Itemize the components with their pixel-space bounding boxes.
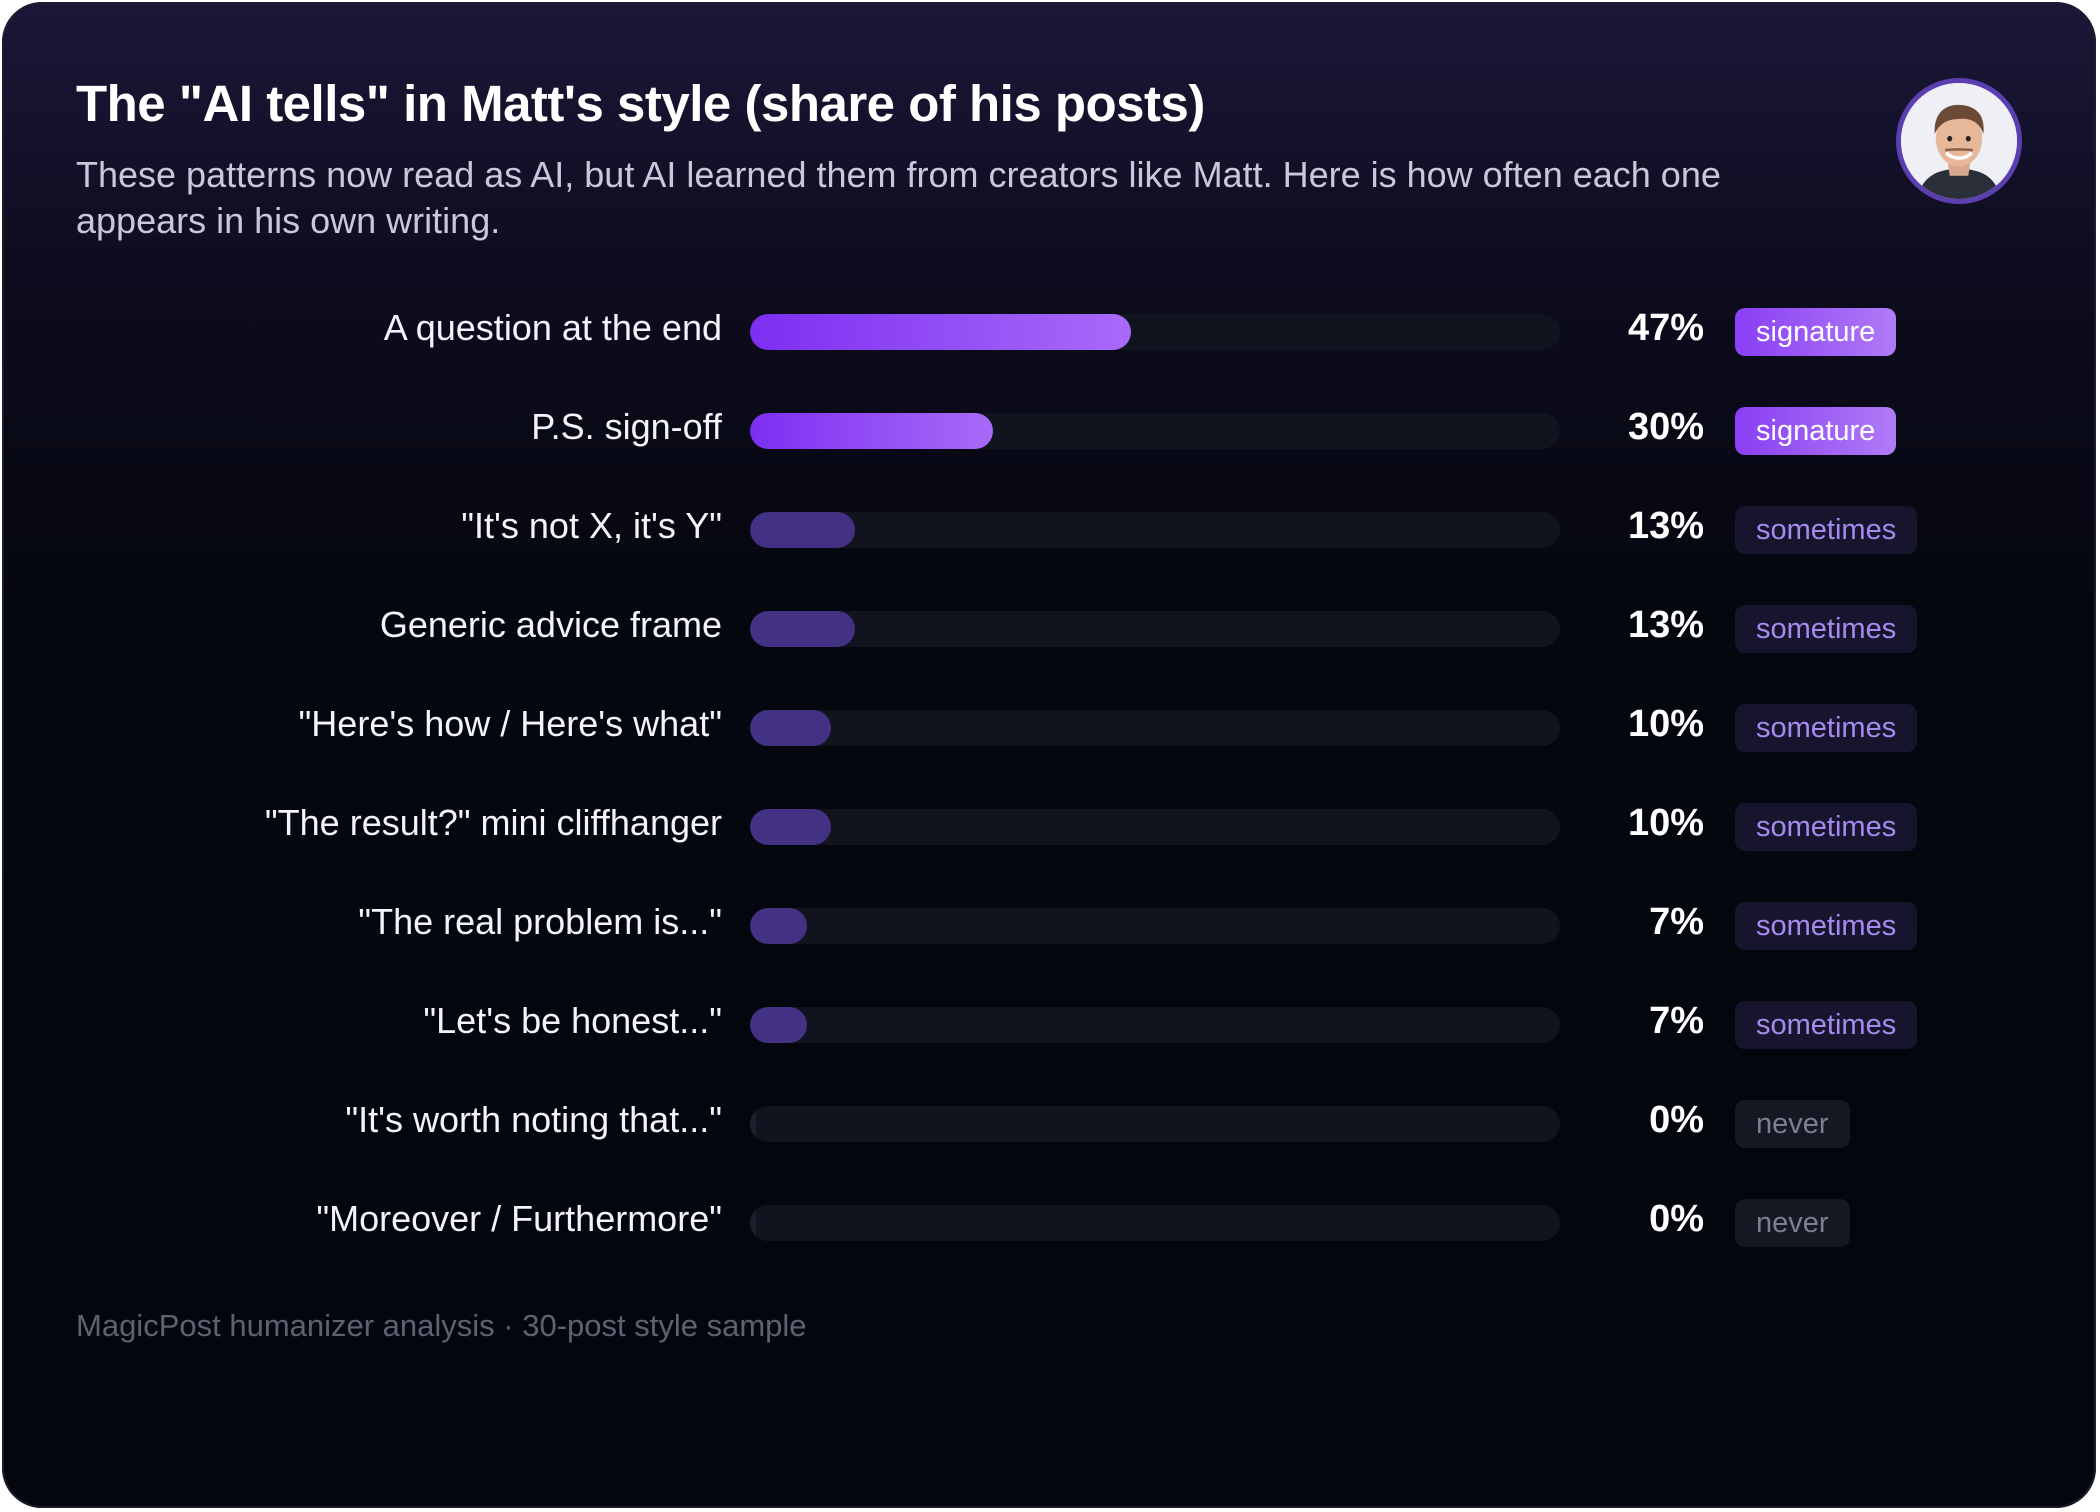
bar-fill <box>750 413 993 449</box>
bar-track <box>750 908 1560 944</box>
bar-row: "Here's how / Here's what" 10% sometimes <box>2 687 2096 761</box>
bar-track <box>750 413 1560 449</box>
bar-row: Generic advice frame 13% sometimes <box>2 588 2096 662</box>
bar-value-label: 0% <box>1649 1099 1704 1141</box>
bar-fill <box>750 908 807 944</box>
bar-track <box>750 1106 1560 1142</box>
bar-value-label: 13% <box>1627 604 1704 646</box>
chart-title: The "AI tells" in Matt's style (share of… <box>76 75 1205 132</box>
frequency-badge: never <box>1735 1199 1850 1247</box>
frequency-badge: sometimes <box>1735 1001 1918 1049</box>
bar-fill <box>750 611 856 647</box>
bar-category-label: "Let's be honest..." <box>423 1000 722 1041</box>
bar-track <box>750 809 1560 845</box>
bar-category-label: "Moreover / Furthermore" <box>316 1198 722 1239</box>
frequency-badge: signature <box>1735 308 1897 356</box>
bar-category-label: "The result?" mini cliffhanger <box>264 802 722 843</box>
bar-row: "Let's be honest..." 7% sometimes <box>2 984 2096 1058</box>
bar-track <box>750 611 1560 647</box>
bar-fill <box>750 512 856 548</box>
bar-chart: A question at the end 47% signature P.S. si… <box>2 2 2096 1302</box>
frequency-badge: sometimes <box>1735 506 1918 554</box>
frequency-badge: sometimes <box>1735 605 1918 653</box>
bar-track <box>750 1007 1560 1043</box>
bar-row: "It's not X, it's Y" 13% sometimes <box>2 489 2096 563</box>
bar-category-label: "It's not X, it's Y" <box>461 505 722 546</box>
bar-value-label: 13% <box>1627 505 1704 547</box>
bar-track <box>750 314 1560 350</box>
bar-value-label: 30% <box>1627 406 1704 448</box>
person-portrait-icon <box>1896 78 2022 204</box>
frequency-badge: signature <box>1735 407 1897 455</box>
bar-track <box>750 1205 1560 1241</box>
bar-category-label: P.S. sign-off <box>531 406 722 447</box>
bar-fill <box>750 314 1131 350</box>
bar-row: P.S. sign-off 30% signature <box>2 390 2096 464</box>
bar-value-label: 7% <box>1649 1000 1704 1042</box>
bar-category-label: "It's worth noting that..." <box>345 1099 722 1140</box>
bar-category-label: "Here's how / Here's what" <box>298 703 722 744</box>
bar-fill <box>750 1007 807 1043</box>
frequency-badge: sometimes <box>1735 902 1918 950</box>
bar-row: "The real problem is..." 7% sometimes <box>2 885 2096 959</box>
bar-row: "Moreover / Furthermore" 0% never <box>2 1182 2096 1256</box>
bar-value-label: 7% <box>1649 901 1704 943</box>
bar-row: "The result?" mini cliffhanger 10% sometim… <box>2 786 2096 860</box>
frequency-badge: sometimes <box>1735 803 1918 851</box>
bar-category-label: Generic advice frame <box>379 604 722 645</box>
source-footer: MagicPost humanizer analysis · 30-post s… <box>76 1308 807 1343</box>
bar-value-label: 47% <box>1627 307 1704 349</box>
bar-track <box>750 512 1560 548</box>
bar-value-label: 10% <box>1627 802 1704 844</box>
bar-track <box>750 710 1560 746</box>
chart-subtitle: These patterns now read as AI, but AI le… <box>76 154 1721 241</box>
bar-fill <box>750 809 831 845</box>
bar-row: A question at the end 47% signature <box>2 291 2096 365</box>
bar-category-label: A question at the end <box>383 307 722 348</box>
bar-row: "It's worth noting that..." 0% never <box>2 1083 2096 1157</box>
frequency-badge: sometimes <box>1735 704 1918 752</box>
bar-value-label: 10% <box>1627 703 1704 745</box>
bar-category-label: "The real problem is..." <box>358 901 722 942</box>
bar-value-label: 0% <box>1649 1198 1704 1240</box>
bar-fill <box>750 1205 756 1241</box>
frequency-badge: never <box>1735 1100 1850 1148</box>
bar-fill <box>750 710 831 746</box>
bar-fill <box>750 1106 756 1142</box>
